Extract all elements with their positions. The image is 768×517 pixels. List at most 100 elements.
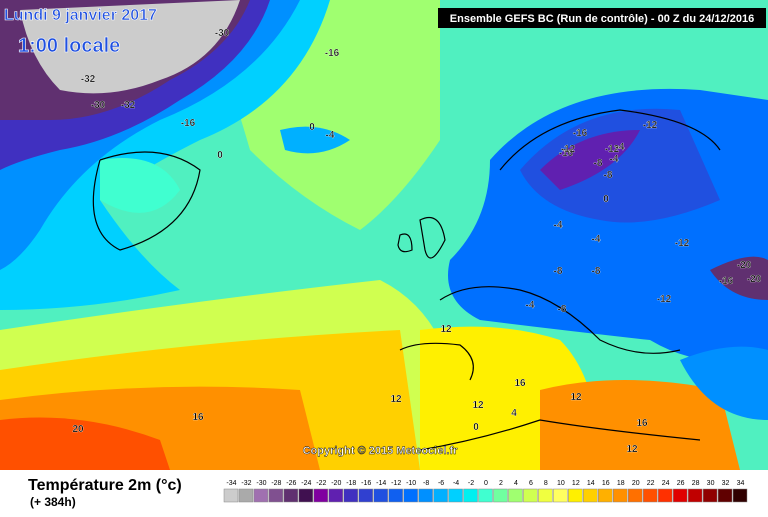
contour-label: -16 (559, 148, 574, 159)
contour-label: 20 (72, 424, 84, 435)
scale-label: -16 (361, 480, 371, 487)
contour-label: -12 (643, 120, 658, 131)
scale-swatch (523, 488, 538, 503)
contour-label: -32 (81, 74, 96, 85)
scale-label: -24 (301, 480, 311, 487)
scale-label: -6 (438, 480, 444, 487)
scale-swatch (238, 488, 254, 503)
scale-swatch (433, 488, 448, 503)
scale-label: 0 (484, 480, 488, 487)
contour-label: 0 (603, 194, 609, 205)
color-scale: -34 -32 -30 -28 -26 -24 -22 -20 -18 -16 -14 -12 -10-… (223, 480, 748, 503)
scale-label: 30 (707, 480, 715, 487)
contour-label: 16 (636, 418, 648, 429)
scale-label: 2 (499, 480, 503, 487)
contour-label: -4 (326, 130, 335, 141)
contour-label: -16 (719, 276, 734, 287)
scale-label: -26 (286, 480, 296, 487)
scale-label: -14 (376, 480, 386, 487)
scale-swatch (717, 488, 733, 503)
scale-label: 6 (529, 480, 533, 487)
contour-label: 12 (390, 394, 402, 405)
contour-label: -30 (215, 28, 230, 39)
scale-swatch (388, 488, 403, 503)
scale-label: 10 (557, 480, 565, 487)
scale-label: -30 (256, 480, 266, 487)
contour-label: 12 (626, 444, 638, 455)
scale-swatch (223, 488, 239, 503)
scale-swatch (613, 488, 628, 503)
scale-swatch (418, 488, 433, 503)
contour-label: -32 (121, 100, 136, 111)
scale-label: 32 (722, 480, 730, 487)
scale-label: -8 (423, 480, 429, 487)
scale-label: 16 (602, 480, 610, 487)
scale-label: 34 (737, 480, 745, 487)
scale-label: -34 (226, 480, 236, 487)
scale-label: 28 (692, 480, 700, 487)
contour-label: 12 (570, 392, 582, 403)
contour-label: 16 (514, 378, 526, 389)
contour-label: -8 (558, 304, 567, 315)
contour-label: -16 (181, 118, 196, 129)
contour-label: -20 (747, 274, 762, 285)
contour-label: -20 (737, 260, 752, 271)
contour-label: -8 (604, 170, 613, 181)
contour-label: -8 (592, 266, 601, 277)
scale-label: -12 (391, 480, 401, 487)
scale-swatch (627, 488, 643, 503)
contour-label: -16 (573, 128, 588, 139)
scale-label: 8 (544, 480, 548, 487)
header-left: Lundi 9 janvier 2017 1:00 locale (4, 7, 158, 58)
scale-swatch (448, 488, 463, 503)
scale-label: 14 (587, 480, 595, 487)
scale-swatch (403, 488, 418, 503)
scale-swatch (283, 488, 299, 503)
scale-swatch (493, 488, 508, 503)
contour-labels: -30-16-32-30 -32-160-40-16-12-16 -12-8 -4-1… (72, 28, 762, 455)
scale-label: 26 (677, 480, 685, 487)
scale-swatch (553, 488, 568, 503)
lead-time: (+ 384h) (30, 495, 76, 509)
scale-swatch (328, 488, 344, 503)
scale-label: 18 (617, 480, 625, 487)
scale-swatch (538, 488, 553, 503)
scale-label: -22 (316, 480, 326, 487)
contour-label: 16 (192, 412, 204, 423)
contour-label: -8 (594, 158, 603, 169)
scale-swatch (583, 488, 598, 503)
contour-label: -12 (605, 144, 620, 155)
contour-label: -4 (554, 220, 563, 231)
contour-label: 0 (309, 122, 315, 133)
contour-label: 0 (217, 150, 223, 161)
contour-label: -4 (616, 142, 625, 153)
scale-swatch (373, 488, 388, 503)
contour-label: -4 (526, 300, 535, 311)
scale-label: -28 (271, 480, 281, 487)
contour-label: -8 (554, 266, 563, 277)
contour-label: 4 (511, 408, 517, 419)
scale-swatch (598, 488, 613, 503)
temperature-fields (0, 0, 768, 470)
date-title: Lundi 9 janvier 2017 (4, 7, 157, 24)
contour-label: -12 (657, 294, 672, 305)
scale-swatch (268, 488, 284, 503)
variable-label: Température 2m (°c) (28, 477, 182, 494)
scale-swatch (702, 488, 718, 503)
contour-label: 0 (473, 422, 479, 433)
local-time: 1:00 locale (18, 35, 120, 57)
scale-swatch (732, 488, 748, 503)
scale-label: -18 (346, 480, 356, 487)
scale-label: 24 (662, 480, 670, 487)
contour-label: -4 (610, 154, 619, 165)
scale-swatch (313, 488, 329, 503)
scale-label: -4 (453, 480, 459, 487)
scale-swatch (343, 488, 358, 503)
scale-swatch (463, 488, 478, 503)
run-banner (438, 8, 766, 28)
contour-label: -4 (592, 234, 601, 245)
scale-label: 22 (647, 480, 655, 487)
scale-swatch (508, 488, 523, 503)
